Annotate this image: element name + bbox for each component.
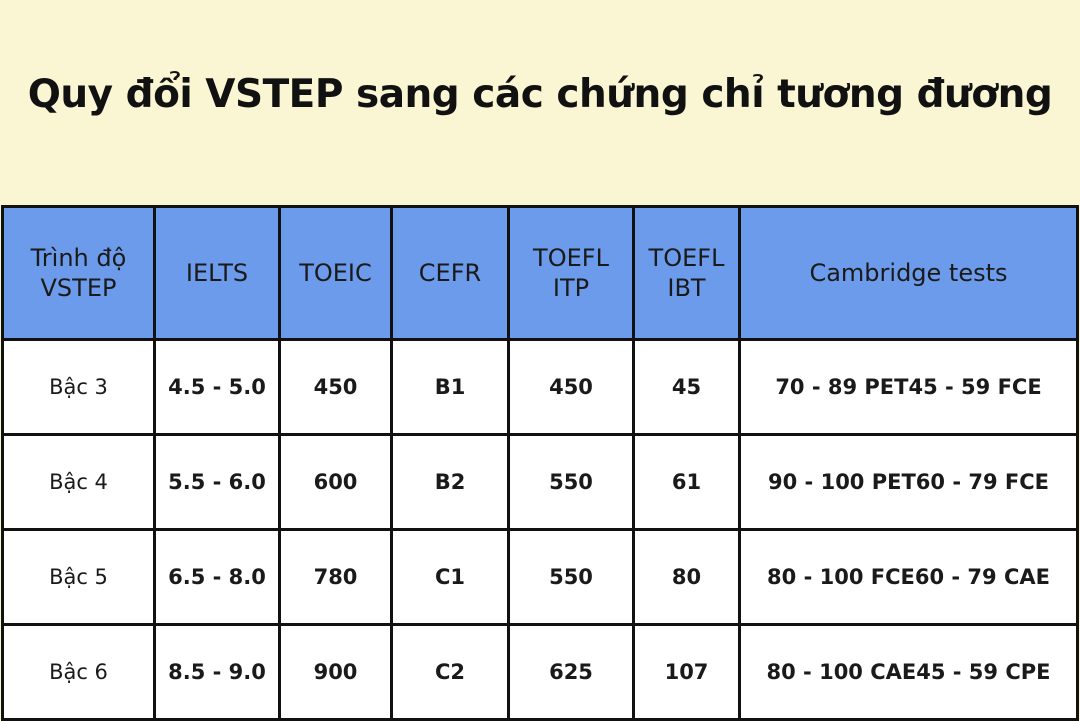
table-cell: B1 [390, 338, 510, 436]
table-cell: 70 - 89 PET45 - 59 FCE [738, 338, 1079, 436]
table-cell: 900 [278, 623, 393, 721]
table-cell: 80 - 100 CAE45 - 59 CPE [738, 623, 1079, 721]
table-cell: 550 [507, 528, 635, 626]
table-cell: 450 [507, 338, 635, 436]
table-cell: 8.5 - 9.0 [153, 623, 281, 721]
header-row: Trình độ VSTEP IELTS TOEIC CEFR TOEFL ITP TOE… [1, 205, 1079, 341]
table-row: Bậc 3 4.5 - 5.0 450 B1 450 45 70 - 89 PET45 - … [1, 338, 1079, 436]
page-title: Quy đổi VSTEP sang các chứng chỉ tương đ… [27, 72, 1053, 117]
conversion-table: Trình độ VSTEP IELTS TOEIC CEFR TOEFL ITP TOE… [1, 205, 1079, 721]
table-cell: 550 [507, 433, 635, 531]
table-cell: 450 [278, 338, 393, 436]
table-cell: 107 [632, 623, 741, 721]
column-header: TOEIC [278, 205, 393, 341]
column-header: TOEFL ITP [507, 205, 635, 341]
column-header: CEFR [390, 205, 510, 341]
column-header: Cambridge tests [738, 205, 1079, 341]
table-cell: 45 [632, 338, 741, 436]
table-cell: C1 [390, 528, 510, 626]
table-cell: 625 [507, 623, 635, 721]
column-header: Trình độ VSTEP [1, 205, 156, 341]
table-cell: 61 [632, 433, 741, 531]
column-header: IELTS [153, 205, 281, 341]
table-cell: 600 [278, 433, 393, 531]
column-header: TOEFL IBT [632, 205, 741, 341]
table-cell: 6.5 - 8.0 [153, 528, 281, 626]
table-cell: C2 [390, 623, 510, 721]
table-cell: B2 [390, 433, 510, 531]
table-cell: 80 - 100 FCE60 - 79 CAE [738, 528, 1079, 626]
table-cell: 5.5 - 6.0 [153, 433, 281, 531]
table-cell: 4.5 - 5.0 [153, 338, 281, 436]
table-cell: Bậc 6 [1, 623, 156, 721]
table-cell: Bậc 5 [1, 528, 156, 626]
table-row: Bậc 4 5.5 - 6.0 600 B2 550 61 90 - 100 PET60 -… [1, 433, 1079, 531]
table-cell: 90 - 100 PET60 - 79 FCE [738, 433, 1079, 531]
table-row: Bậc 6 8.5 - 9.0 900 C2 625 107 80 - 100 CAE45 … [1, 623, 1079, 721]
table-cell: 80 [632, 528, 741, 626]
table-row: Bậc 5 6.5 - 8.0 780 C1 550 80 80 - 100 FCE60 -… [1, 528, 1079, 626]
table-cell: Bậc 3 [1, 338, 156, 436]
table-cell: Bậc 4 [1, 433, 156, 531]
table-cell: 780 [278, 528, 393, 626]
